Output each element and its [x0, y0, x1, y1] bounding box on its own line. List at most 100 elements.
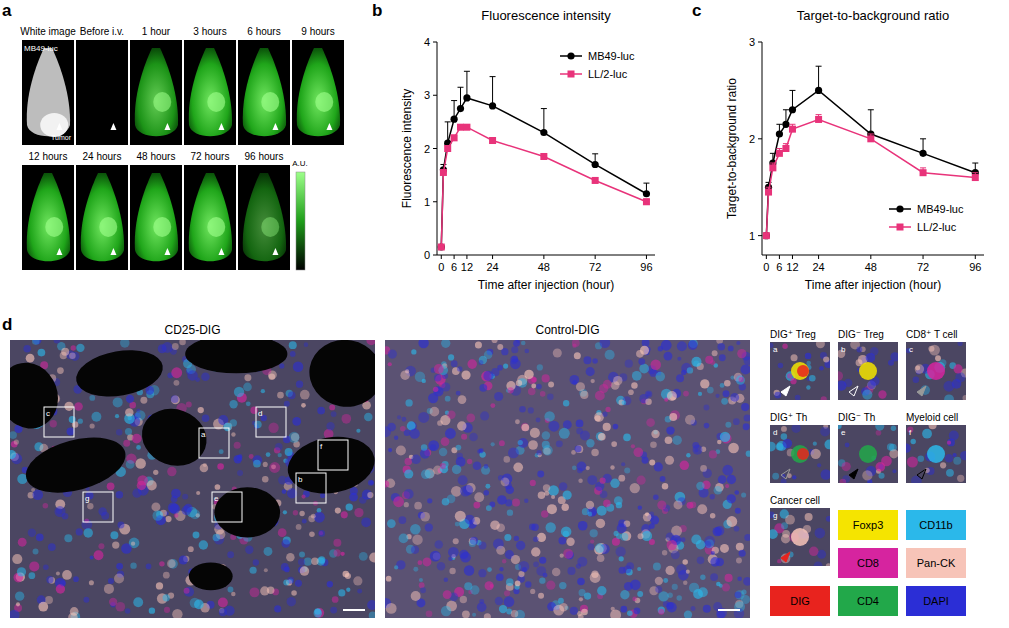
x-tick-label: 24: [486, 261, 498, 273]
x-tick-label: 12: [786, 261, 798, 273]
cell: [715, 558, 723, 566]
cell: [202, 414, 210, 422]
cell: [627, 610, 633, 616]
cell: [538, 492, 545, 499]
cell: [516, 380, 522, 386]
cell: [279, 363, 284, 368]
roi-label: c: [46, 409, 50, 418]
cell: [637, 591, 643, 597]
cell: [595, 391, 605, 401]
image-title: Control-DIG: [535, 323, 599, 337]
cell: [633, 447, 643, 457]
inset-label: DIG⁺ Treg: [770, 329, 816, 340]
cell: [735, 591, 742, 598]
cell: [716, 582, 721, 587]
cell: [354, 508, 363, 517]
cell: [947, 441, 951, 445]
cell: [665, 456, 674, 465]
cell: [602, 412, 607, 417]
cell: [653, 562, 661, 570]
vessel: [189, 562, 233, 590]
marker: [457, 124, 464, 131]
cell: [441, 606, 451, 616]
cell: [474, 492, 484, 502]
cell: [553, 348, 562, 357]
micrograph: [385, 340, 750, 618]
cell: [516, 541, 525, 550]
cell: [146, 564, 152, 570]
cell: [167, 467, 176, 476]
cell: [542, 374, 550, 382]
cell: [667, 602, 677, 612]
cell: [658, 606, 665, 613]
cell: [809, 547, 818, 556]
cell: [844, 379, 852, 387]
cell: [418, 340, 428, 348]
cell: [485, 581, 494, 590]
y-tick-label: 3: [749, 36, 755, 48]
cell: [55, 506, 66, 517]
cell: [490, 403, 495, 408]
cell: [622, 396, 631, 405]
cell: [540, 391, 546, 397]
series-line: [441, 127, 646, 247]
roi-box: [212, 492, 242, 522]
cell: [823, 356, 829, 362]
roi-box: [199, 428, 229, 458]
roi-box: [83, 492, 113, 522]
cell: [230, 419, 237, 426]
cell: [494, 392, 503, 401]
tumor-signal: [153, 217, 171, 237]
cell: [821, 469, 830, 480]
frame: [130, 40, 182, 145]
cell: [269, 373, 276, 380]
cell: [562, 504, 569, 511]
cell: [149, 607, 155, 613]
cell: [781, 534, 790, 543]
cell: [156, 582, 163, 589]
cell: [563, 400, 569, 406]
marker: [451, 134, 458, 141]
cell: [518, 438, 528, 448]
cell: [152, 510, 163, 521]
y-tick: [758, 138, 762, 139]
marker: [763, 232, 770, 239]
cell: [326, 422, 334, 430]
plot-data: [763, 66, 979, 239]
channel-swatch: [906, 586, 966, 616]
cell: [296, 381, 303, 388]
cell: [530, 480, 536, 486]
marker: [489, 102, 496, 109]
x-tick: [870, 255, 871, 259]
cell: [136, 409, 140, 413]
cell: [960, 451, 966, 460]
cell: [805, 513, 813, 521]
cell: [962, 395, 966, 400]
cell: [114, 573, 124, 583]
cell: [528, 407, 534, 413]
error-bar: [490, 77, 496, 106]
cell: [809, 375, 816, 382]
cell: [683, 391, 689, 397]
cell: [544, 411, 554, 421]
cell: [288, 392, 296, 400]
cell: [387, 519, 396, 528]
cell: [571, 450, 576, 455]
cell: [586, 466, 590, 470]
cell: [237, 470, 243, 476]
cell: [542, 445, 552, 455]
cell: [826, 516, 830, 522]
cell: [506, 578, 514, 586]
cell: [341, 552, 345, 556]
cell: [146, 386, 155, 395]
cell: [164, 607, 170, 613]
cell: [462, 610, 470, 618]
cell: [274, 605, 281, 612]
cell: [469, 540, 476, 547]
x-tick-label: 6: [451, 261, 457, 273]
cell: [238, 454, 242, 458]
cell: [704, 405, 710, 411]
cell: [479, 542, 487, 550]
tumor-signal: [261, 217, 279, 237]
error-bar: [816, 66, 822, 90]
